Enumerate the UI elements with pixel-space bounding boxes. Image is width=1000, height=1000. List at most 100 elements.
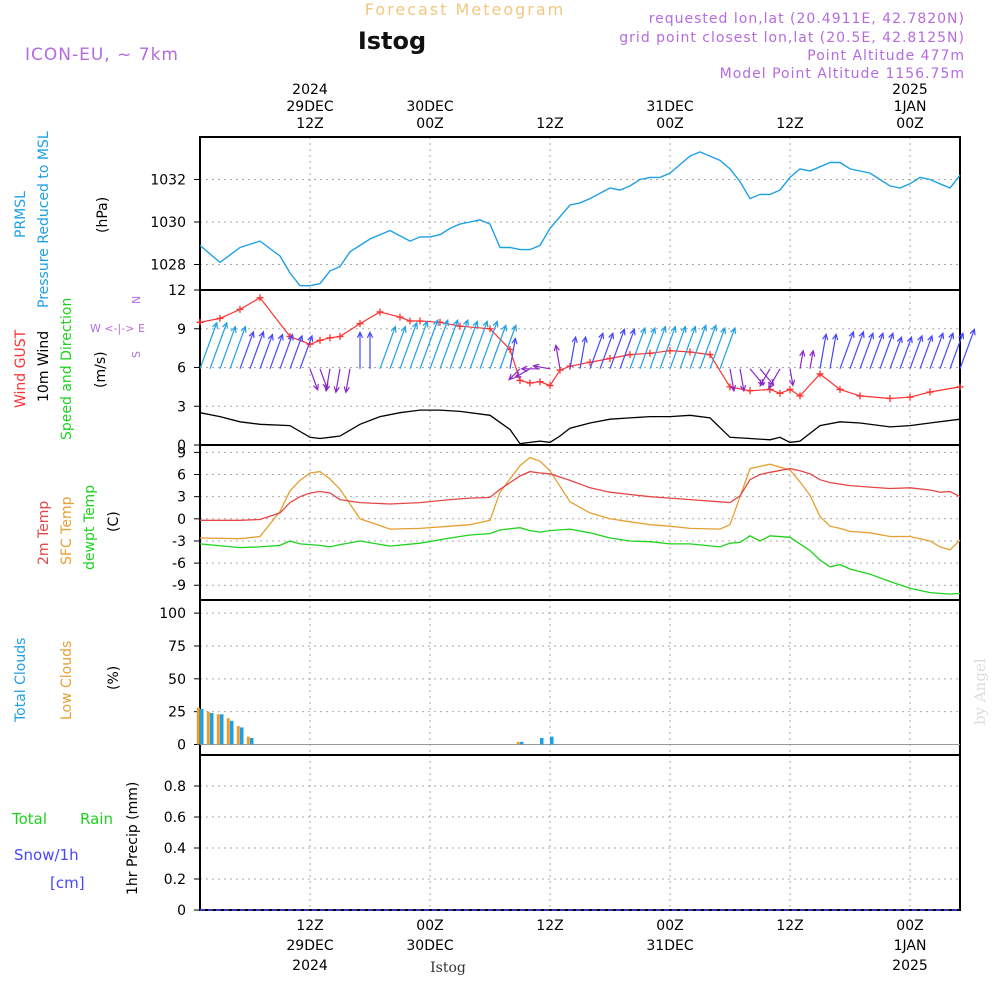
wind-arrow-shaft xyxy=(609,329,625,369)
low-cloud-bar xyxy=(226,718,230,745)
wind-arrow-shaft xyxy=(555,345,561,369)
requested-coords: requested lon,lat (20.4911E, 42.7820N) xyxy=(649,11,965,27)
wind-arrow-head xyxy=(701,324,708,332)
wind-arrow-shaft xyxy=(759,368,771,387)
wind-arrow-head xyxy=(571,335,578,344)
y-tick-label: 9 xyxy=(177,445,186,461)
wind-arrow-shaft xyxy=(459,321,478,369)
wind-arrow-shaft xyxy=(509,338,516,369)
wind-arrow-shaft xyxy=(508,368,521,381)
wind-arrow-shaft xyxy=(649,326,666,369)
time-tick-label: 31DEC xyxy=(646,938,693,954)
gust-marker xyxy=(906,393,914,401)
y-tick-label: 0 xyxy=(177,512,186,528)
gust-marker xyxy=(456,322,464,330)
time-tick-label: 00Z xyxy=(656,116,683,132)
wind-arrow-head xyxy=(739,384,747,393)
time-tick-label: 12Z xyxy=(296,116,323,132)
gust-marker xyxy=(526,379,534,387)
footer-station: Istog xyxy=(430,960,466,976)
wind-arrow-shaft xyxy=(629,327,646,369)
y-tick-label: 6 xyxy=(177,468,186,484)
wind-labels: Wind GUST 10m Wind Speed and Direction (… xyxy=(13,296,145,440)
wind-arrow-head xyxy=(240,325,247,333)
gust-marker xyxy=(646,349,654,357)
wind-arrow-head xyxy=(660,325,667,333)
wind-speed-dir-label: Speed and Direction xyxy=(59,298,75,440)
gust-marker xyxy=(626,351,634,359)
wind-arrow-head xyxy=(508,373,515,381)
total-cloud-bar xyxy=(520,741,524,745)
time-tick-label: 31DEC xyxy=(646,99,693,115)
wind-arrow-head xyxy=(222,321,228,329)
gust-marker xyxy=(836,385,844,393)
wind-arrow-shaft xyxy=(859,333,874,369)
time-tick-label: 29DEC xyxy=(286,99,333,115)
total-cloud-bar xyxy=(210,712,214,745)
cloud-unit-label: (%) xyxy=(106,666,122,690)
wind-arrow-head xyxy=(514,371,522,378)
low-cloud-bar xyxy=(246,736,250,745)
temperature-panel: -9 -6 -3 0 3 6 9 xyxy=(172,444,961,601)
total-cloud-bar xyxy=(240,727,244,745)
wind-arrow-head xyxy=(511,324,518,332)
wind-arrow-head xyxy=(532,363,540,370)
wind-arrow-shaft xyxy=(199,322,218,369)
gust-marker xyxy=(956,383,964,391)
panel-frame xyxy=(199,754,961,911)
time-tick-label: 00Z xyxy=(416,116,443,132)
time-tick-label: 1JAN xyxy=(894,99,927,115)
gust-marker xyxy=(256,294,264,302)
wind-arrow-head xyxy=(598,331,605,340)
pressure-msl-label: Pressure Reduced to MSL xyxy=(36,131,52,308)
wind-arrow-head xyxy=(670,325,677,333)
model-altitude: Model Point Altitude 1156.75m xyxy=(720,66,965,82)
wind-arrow-head xyxy=(759,379,766,387)
wind-arrow-head xyxy=(422,320,429,328)
wind-arrow-shaft xyxy=(579,336,587,369)
wind-arrow-head xyxy=(356,331,364,339)
y-tick-label: 0.2 xyxy=(164,872,186,888)
total-clouds-label: Total Clouds xyxy=(13,638,29,723)
wind-arrow-shaft xyxy=(819,334,827,369)
panel-frame xyxy=(199,136,961,291)
wind-arrow-head xyxy=(366,331,374,339)
wind-arrow-shaft xyxy=(269,334,284,369)
wind-arrow-shaft xyxy=(533,365,551,370)
wind-arrow-head xyxy=(581,335,588,344)
time-tick-label: 12Z xyxy=(536,116,563,132)
wind-arrow-shaft xyxy=(879,333,894,369)
wind-arrow-shaft xyxy=(729,368,735,391)
y-tick-label: -3 xyxy=(172,534,186,550)
wind-arrow-head xyxy=(501,324,508,332)
y-tick-label: 3 xyxy=(177,399,186,415)
wind-arrow-shaft xyxy=(335,368,341,393)
wind-arrow-head xyxy=(690,325,697,333)
wind-arrow-shaft xyxy=(739,368,745,391)
gust-marker xyxy=(666,347,674,355)
wind-arrow-shaft xyxy=(939,333,954,369)
wind-arrow-head xyxy=(809,349,816,357)
y-tick-label: 1030 xyxy=(150,215,186,231)
wind-arrow-head xyxy=(482,320,489,328)
wind-arrow-shaft xyxy=(869,333,884,369)
wind-arrow-shaft xyxy=(829,334,837,369)
wind-10m-label: 10m Wind xyxy=(36,331,52,402)
wind-arrow-head xyxy=(511,337,518,345)
wind-arrow-head xyxy=(680,325,687,333)
time-tick-label: 2025 xyxy=(892,958,928,974)
y-tick-label: -6 xyxy=(172,556,186,572)
wind-arrow-head xyxy=(462,318,469,327)
wind-arrow-shaft xyxy=(809,350,814,369)
wind-arrow-head xyxy=(848,330,855,338)
precip-panel: 0 0.2 0.4 0.6 0.8 xyxy=(164,754,961,919)
wind-arrow-shaft xyxy=(379,326,396,369)
gust-marker xyxy=(416,317,424,325)
time-tick-label: 1JAN xyxy=(894,938,927,954)
temp-sfc-label: SFC Temp xyxy=(59,496,75,565)
gust-marker xyxy=(396,313,404,321)
gust-marker xyxy=(706,351,714,359)
wind-arrow-head xyxy=(323,384,331,393)
